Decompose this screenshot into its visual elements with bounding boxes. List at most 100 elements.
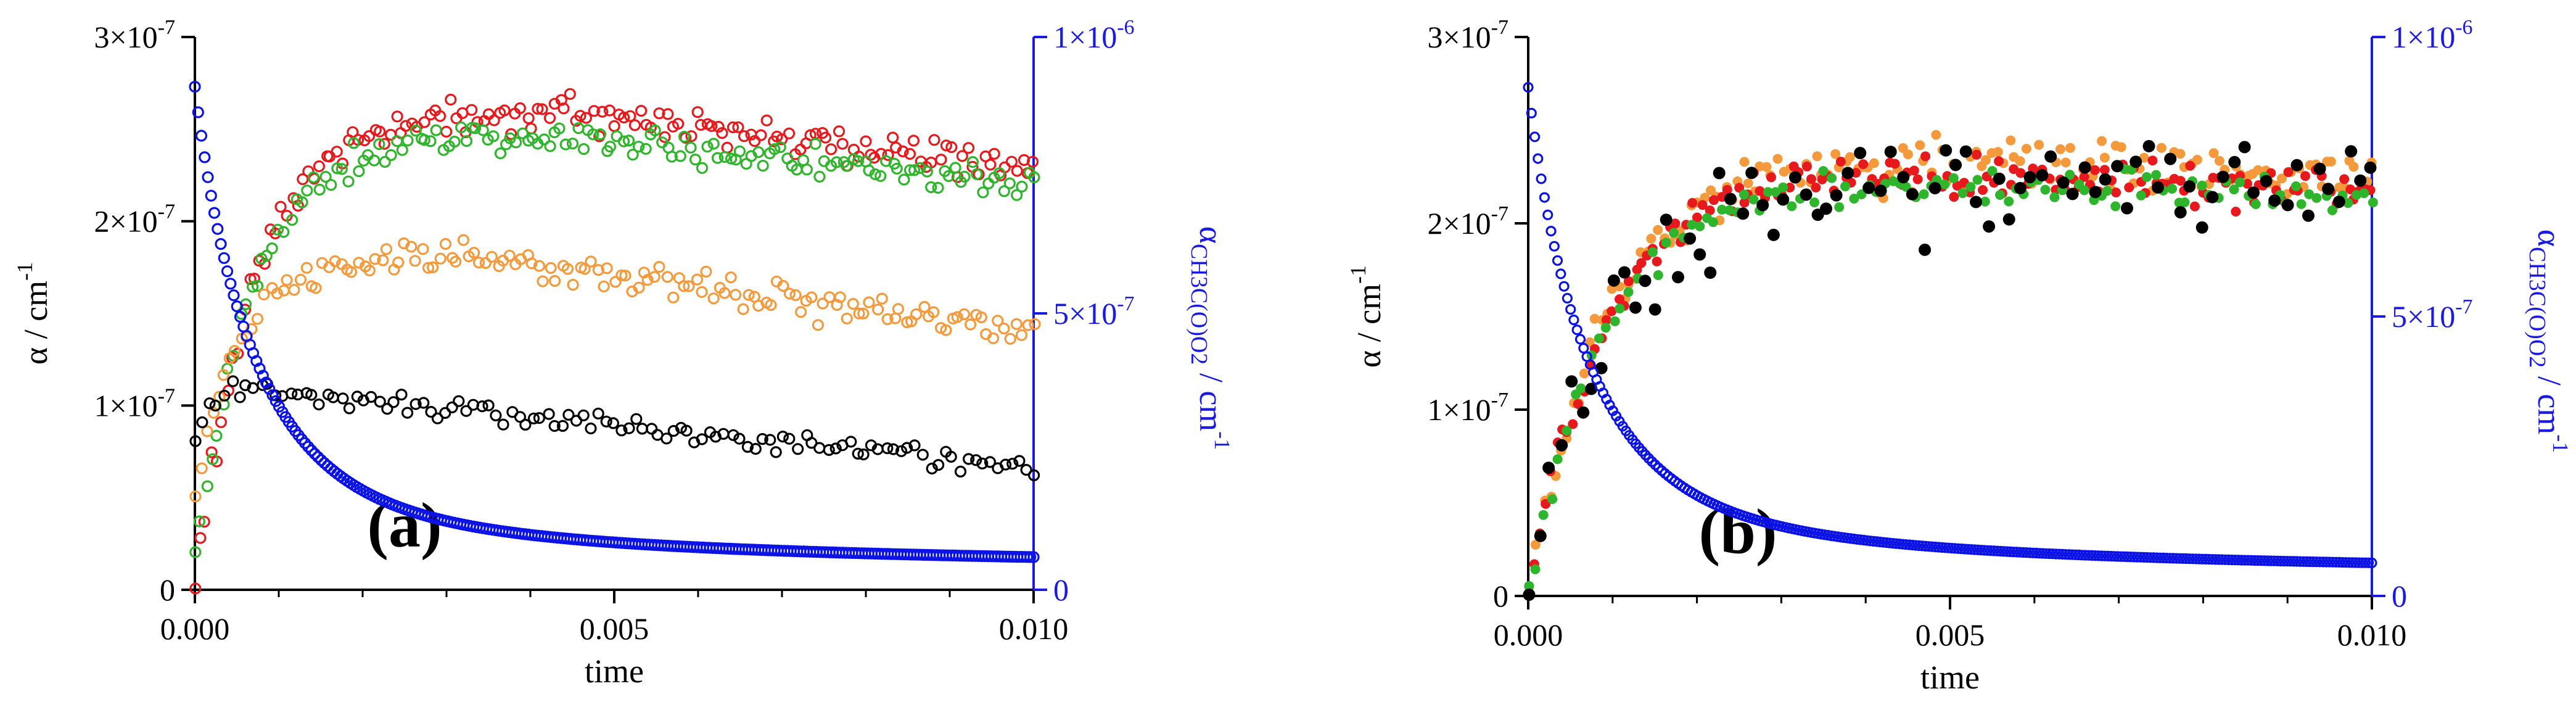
data-point-orange: [841, 312, 853, 325]
data-point-black: [2216, 170, 2229, 183]
data-point-red: [2283, 167, 2294, 177]
x-tick-label: 0.005: [580, 611, 649, 646]
data-point-green: [830, 156, 843, 168]
data-point-orange: [1530, 540, 1541, 550]
data-point-green: [874, 170, 887, 182]
data-point-black: [2099, 173, 2112, 186]
data-point-orange: [648, 271, 660, 283]
data-point-red: [1705, 205, 1715, 215]
data-point-orange: [294, 273, 307, 286]
data-point-blue: [1568, 314, 1579, 326]
data-point-black: [2121, 202, 2133, 215]
data-point-green: [353, 165, 365, 178]
data-point-orange: [2060, 157, 2071, 168]
data-point-orange: [1761, 162, 1772, 172]
data-point-black: [2014, 181, 2027, 194]
data-point-green: [908, 164, 921, 176]
data-point-orange: [2015, 156, 2025, 167]
data-point-black: [1884, 146, 1897, 159]
data-point-red: [1623, 276, 1634, 286]
data-point-black: [764, 434, 776, 446]
y2-axis-title: αCH3C(O)O2 / cm-1: [2524, 229, 2573, 453]
data-point-green: [1787, 201, 1797, 212]
data-point-blue: [2321, 556, 2332, 568]
data-point-blue: [2210, 554, 2221, 565]
data-point-blue: [2128, 552, 2139, 563]
data-point-red: [1920, 151, 1930, 162]
data-point-red: [536, 103, 548, 115]
data-point-black: [1672, 271, 1684, 284]
data-point-orange: [863, 296, 875, 308]
data-point-red: [825, 143, 837, 155]
data-point-blue: [1545, 226, 1557, 237]
data-point-blue: [2239, 555, 2250, 566]
data-point-blue: [2249, 555, 2260, 566]
data-point-green: [632, 141, 645, 153]
data-point-blue: [2265, 555, 2276, 566]
data-point-blue: [2298, 556, 2309, 567]
data-point-orange: [765, 299, 777, 311]
data-point-blue: [2092, 550, 2104, 561]
data-point-blue: [2184, 553, 2195, 564]
data-point-green: [1771, 187, 1781, 197]
data-point-black: [1940, 144, 1953, 157]
data-point-blue: [1542, 209, 1553, 220]
data-point-red: [434, 110, 446, 122]
data-point-red: [755, 129, 767, 141]
data-point-green: [2136, 190, 2146, 201]
data-point-black: [600, 415, 612, 428]
data-point-green: [707, 138, 720, 150]
data-point-green: [278, 226, 290, 238]
data-point-green: [774, 141, 786, 154]
data-point-orange: [641, 274, 654, 286]
data-point-orange: [1739, 157, 1750, 167]
data-point-black: [1919, 243, 1932, 256]
data-point-blue: [266, 389, 279, 402]
data-point-green: [201, 480, 213, 492]
y2-tick-label: 1×10-6: [2392, 16, 2473, 54]
data-point-red: [2231, 207, 2241, 217]
data-point-red: [732, 121, 744, 133]
data-point-red: [903, 147, 916, 160]
data-point-red: [1026, 155, 1039, 168]
data-point-orange: [653, 261, 665, 273]
data-point-black: [401, 407, 414, 419]
data-point-black: [2111, 160, 2124, 173]
data-point-blue: [2232, 555, 2244, 566]
data-point-green: [247, 281, 259, 293]
data-point-blue: [2054, 548, 2065, 560]
data-point-green: [852, 155, 865, 167]
data-point-green: [1827, 173, 1837, 183]
data-point-blue: [2314, 556, 2326, 568]
data-point-green: [2040, 184, 2051, 195]
data-point-red: [783, 127, 796, 139]
data-point-green: [368, 154, 381, 167]
data-point-blue: [263, 382, 276, 395]
data-point-red: [1722, 184, 1732, 195]
data-point-orange: [377, 254, 389, 267]
data-point-green: [2343, 198, 2353, 209]
data-point-green: [1653, 270, 1663, 280]
data-point-orange: [857, 307, 870, 320]
data-point-black: [204, 397, 216, 410]
data-point-blue: [2308, 556, 2319, 568]
data-point-orange: [1706, 185, 1716, 196]
data-point-blue: [311, 451, 324, 463]
data-point-red: [1909, 165, 1919, 176]
data-point-orange: [812, 319, 825, 331]
data-point-orange: [345, 266, 358, 278]
data-point-black: [1820, 202, 1832, 215]
data-point-orange: [718, 287, 731, 299]
data-point-green: [509, 136, 522, 149]
data-point-blue: [2255, 555, 2266, 566]
y2-axis-title-subscript: CH3C(O)O2: [2524, 247, 2550, 368]
data-point-black: [313, 398, 325, 411]
data-point-black: [2174, 206, 2187, 219]
data-point-red: [1708, 195, 1719, 205]
data-point-red: [2099, 165, 2110, 175]
data-point-orange: [683, 280, 695, 292]
data-point-blue: [218, 252, 230, 264]
data-point-black: [2238, 141, 2251, 154]
data-point-black: [374, 395, 386, 408]
data-point-black: [2364, 161, 2377, 174]
